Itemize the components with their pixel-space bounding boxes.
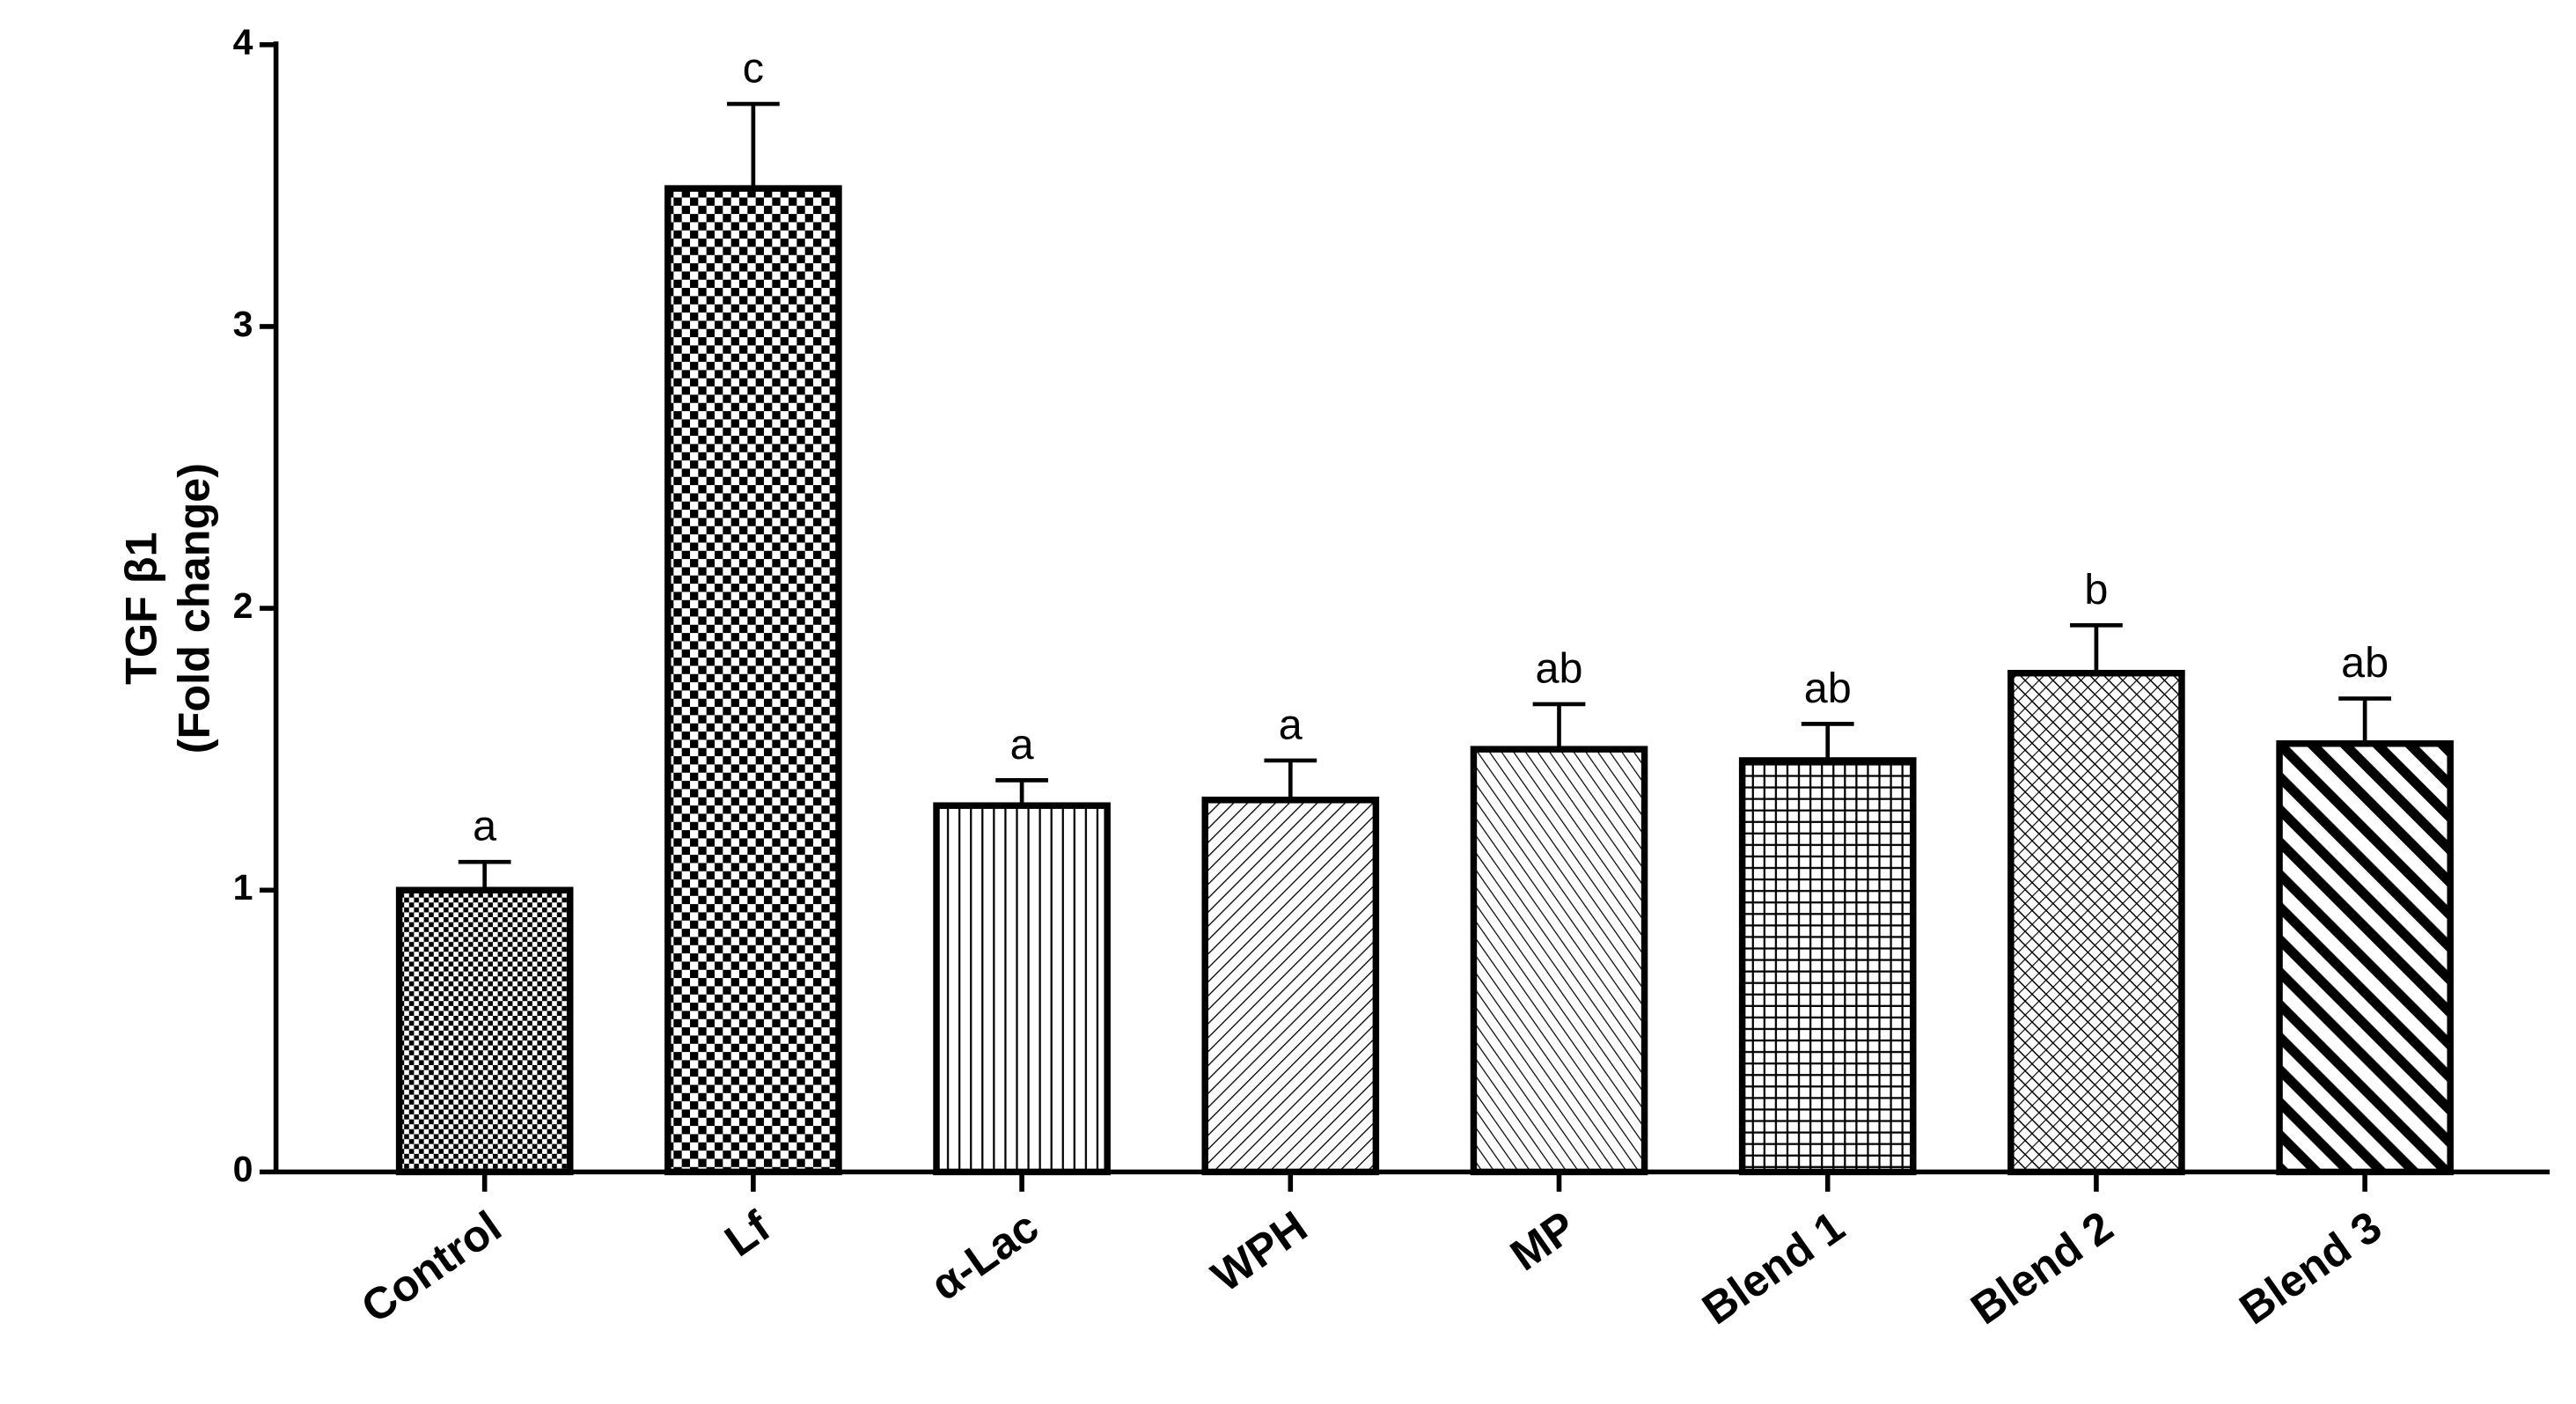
significance-letter: c xyxy=(743,45,764,92)
x-tick-label: α-Lac xyxy=(921,1201,1047,1310)
bar xyxy=(933,802,1111,1176)
x-tick-label: Blend 2 xyxy=(1962,1201,2122,1334)
bar xyxy=(2007,669,2185,1176)
significance-letter: ab xyxy=(2341,639,2389,687)
y-axis-label: TGF β1 xyxy=(116,532,166,685)
y-tick-label: 4 xyxy=(233,22,253,62)
significance-letter: a xyxy=(1010,721,1034,768)
y-tick-label: 1 xyxy=(233,867,253,908)
y-tick-label: 0 xyxy=(233,1149,253,1189)
bar xyxy=(1470,746,1648,1176)
x-tick-label: Blend 3 xyxy=(2230,1201,2390,1334)
significance-letter: ab xyxy=(1804,665,1852,712)
bar xyxy=(2276,740,2454,1176)
bar xyxy=(1738,757,1917,1176)
x-tick-label: Lf xyxy=(716,1201,779,1266)
significance-letter: a xyxy=(473,803,496,850)
bar xyxy=(1201,797,1380,1176)
x-tick-label: Blend 1 xyxy=(1693,1201,1853,1334)
y-tick-label: 2 xyxy=(233,585,253,626)
x-tick-label: WPH xyxy=(1202,1201,1316,1301)
y-axis-label: (Fold change) xyxy=(168,463,218,753)
bar xyxy=(664,185,842,1176)
significance-letter: ab xyxy=(1536,644,1583,692)
significance-letter: b xyxy=(2084,566,2108,614)
x-tick-label: Control xyxy=(352,1201,510,1332)
x-tick-label: MP xyxy=(1501,1201,1585,1280)
bar xyxy=(395,886,574,1176)
significance-letter: a xyxy=(1279,701,1303,748)
y-tick-label: 3 xyxy=(233,304,253,344)
